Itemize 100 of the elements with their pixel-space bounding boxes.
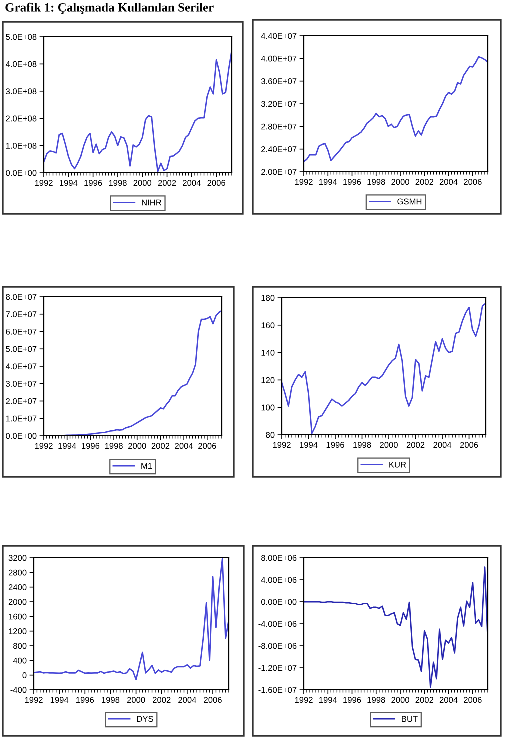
x-tick-label: 1998: [368, 697, 386, 704]
y-tick-label: 2.00E+07: [262, 169, 297, 176]
line-series: [304, 56, 488, 162]
y-tick-label: 80: [266, 432, 275, 438]
y-tick-label: 180: [262, 295, 275, 302]
y-tick-label: 4.00E+07: [261, 56, 297, 62]
y-tick-label: 2400: [8, 584, 27, 590]
x-tick-label: 2000: [134, 180, 152, 186]
x-tick-label: 1994: [50, 697, 69, 704]
x-tick-label: 2004: [178, 697, 196, 704]
x-tick-label: 1996: [344, 179, 362, 186]
y-tick-label: 1200: [9, 628, 27, 634]
y-tick-label: 100: [262, 404, 275, 411]
y-tick-label: 5.0E+07: [6, 346, 37, 352]
x-tick-label: 1996: [82, 443, 100, 450]
x-tick-label: 2000: [392, 179, 410, 186]
x-tick-label: 1998: [105, 443, 123, 450]
legend-label: KUR: [390, 462, 406, 468]
x-tick-label: 1994: [320, 697, 338, 704]
y-tick-label: 4.40E+07: [261, 33, 297, 40]
x-tick-label: 2006: [208, 180, 226, 186]
legend-label: M1: [142, 463, 152, 469]
x-tick-label: 2006: [460, 442, 478, 448]
y-tick-label: 2000: [8, 599, 27, 606]
x-tick-label: 2002: [406, 442, 425, 448]
x-tick-label: 2002: [153, 697, 171, 704]
x-tick-label: 1994: [320, 179, 338, 186]
y-tick-label: -1.60E+07: [258, 687, 297, 694]
x-tick-label: 2002: [416, 179, 434, 186]
legend-label: NIHR: [142, 200, 162, 206]
x-tick-label: 2004: [183, 180, 201, 186]
y-tick-label: -8.00E+06: [258, 643, 297, 650]
y-tick-label: 4.00E+06: [261, 577, 297, 584]
legend-label: GSMH: [398, 198, 422, 205]
x-tick-label: 2004: [175, 443, 194, 450]
x-tick-label: 2004: [434, 442, 452, 448]
x-tick-label: 1992: [35, 443, 53, 450]
y-tick-label: 140: [262, 350, 275, 356]
y-tick-label: 0: [22, 672, 27, 678]
y-tick-label: 2.40E+07: [262, 146, 297, 152]
y-tick-label: 120: [262, 377, 275, 384]
x-tick-label: 1992: [25, 697, 43, 704]
y-tick-label: 160: [262, 322, 275, 328]
y-tick-label: 3.0E+07: [6, 381, 37, 387]
x-tick-label: 2004: [440, 697, 458, 704]
y-tick-label: 3.0E+08: [6, 88, 37, 94]
x-tick-label: 1996: [76, 697, 94, 704]
x-tick-label: 1998: [368, 179, 386, 186]
x-tick-label: 2002: [416, 697, 434, 704]
y-tick-label: 5.0E+08: [6, 34, 37, 40]
y-tick-label: 1.0E+08: [6, 143, 37, 149]
x-tick-label: 2004: [440, 179, 458, 186]
x-tick-label: 1992: [295, 179, 313, 186]
x-tick-label: 2000: [392, 697, 410, 704]
y-tick-label: 4.0E+08: [6, 61, 37, 68]
x-tick-label: 2000: [127, 697, 146, 704]
x-tick-label: 2006: [198, 443, 216, 450]
y-tick-label: 2.0E+07: [6, 398, 37, 404]
x-tick-label: 1996: [326, 442, 344, 448]
y-tick-label: 0.0E+00: [6, 170, 37, 176]
x-tick-label: 1998: [354, 442, 372, 448]
x-tick-label: 2000: [128, 443, 146, 450]
x-tick-label: 1998: [109, 180, 127, 186]
y-tick-label: 6.0E+07: [6, 328, 37, 335]
y-tick-label: 0.0E+00: [6, 433, 37, 440]
x-tick-label: 2006: [464, 179, 482, 186]
y-tick-label: 2.80E+07: [262, 124, 297, 130]
x-tick-label: 2002: [152, 443, 170, 450]
x-tick-label: 1996: [84, 180, 102, 186]
x-tick-label: 1996: [344, 697, 362, 704]
y-tick-label: 3200: [8, 555, 27, 562]
y-tick-label: 1.0E+07: [6, 416, 37, 422]
y-tick-label: 400: [13, 658, 27, 664]
y-tick-label: 2800: [8, 570, 27, 576]
x-tick-label: 2002: [158, 180, 176, 186]
y-tick-label: 2.0E+08: [6, 116, 37, 122]
x-tick-label: 1994: [58, 443, 76, 450]
x-tick-label: 2000: [380, 442, 398, 448]
chart-title: Grafik 1: Çalışmada Kullanılan Seriler: [6, 2, 214, 14]
legend-label: DYS: [137, 716, 154, 722]
y-tick-label: 8.00E+06: [262, 555, 297, 562]
y-tick-label: -400: [10, 687, 27, 694]
y-tick-label: -4.00E+06: [258, 621, 297, 628]
x-tick-label: 1992: [35, 180, 53, 186]
y-tick-label: 7.0E+07: [6, 312, 37, 318]
x-tick-label: 2006: [464, 697, 482, 704]
line-series: [304, 566, 488, 688]
y-tick-label: 1600: [9, 614, 27, 620]
x-tick-label: 1998: [102, 697, 120, 704]
y-tick-label: 8.0E+07: [6, 294, 37, 300]
y-tick-label: 800: [14, 643, 27, 650]
x-tick-label: 2006: [204, 697, 222, 704]
y-tick-label: 0.00E+00: [261, 599, 297, 606]
y-tick-label: 3.20E+07: [261, 101, 297, 108]
x-tick-label: 1994: [300, 442, 318, 448]
legend-label: BUT: [402, 716, 418, 722]
x-tick-label: 1992: [295, 697, 313, 704]
y-tick-label: 4.0E+07: [6, 364, 37, 370]
y-tick-label: 3.60E+07: [261, 78, 297, 84]
y-tick-label: -1.20E+07: [258, 665, 297, 672]
